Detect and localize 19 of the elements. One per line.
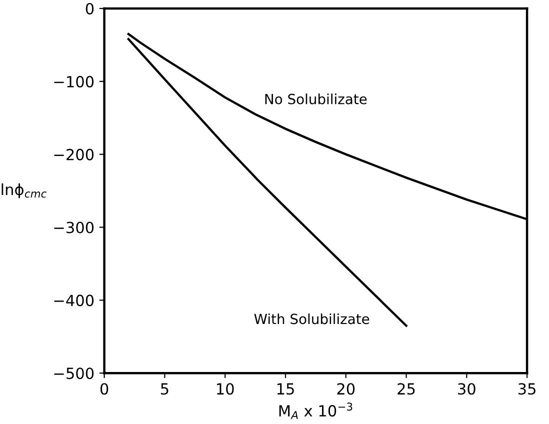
y-tick-label: −100 [54,76,94,88]
x-tick-label: 10 [217,383,234,395]
y-tick-label: −300 [54,222,94,234]
y-axis-title: lnϕ$_{cmc}$ [2,183,46,198]
y-tick-label: −200 [54,148,94,160]
x-tick-label: 30 [458,383,476,395]
series-label: With Solubilizate [254,313,370,324]
y-tick-label: −400 [54,294,94,306]
x-tick-label: 15 [277,383,294,395]
x-tick-label: 5 [161,383,168,395]
x-tick-label: 25 [398,383,415,395]
series-label: No Solubilizate [265,94,367,104]
x-tick-label: 35 [518,383,536,395]
x-axis-title: M$_{A}$ x 10$^{−3}$ [279,402,352,419]
x-tick-label: 0 [100,383,108,395]
x-tick-label: 20 [337,383,355,395]
y-tick-label: 0 [86,2,94,14]
line-series [127,38,408,327]
y-tick-label: −500 [54,368,94,380]
